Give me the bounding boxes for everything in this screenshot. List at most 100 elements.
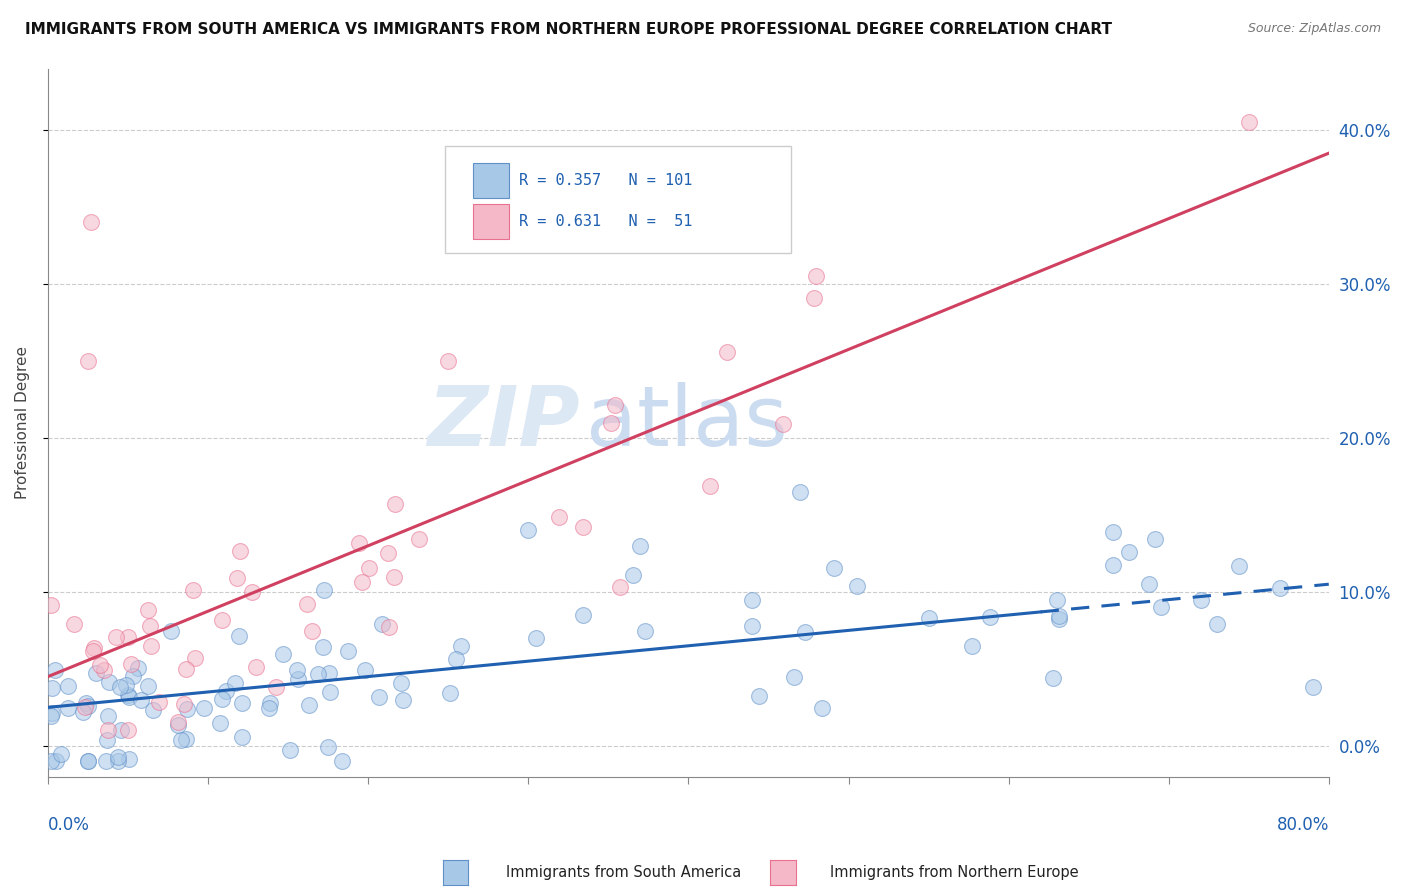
Point [962, 640, 984, 654]
Point [1118, 545, 1140, 559]
Point [231, 696, 253, 710]
Point [621, 568, 644, 582]
Y-axis label: Professional Degree: Professional Degree [15, 346, 30, 499]
Point [789, 484, 811, 499]
Point [89, 658, 111, 673]
Point [138, 603, 160, 617]
Point [181, 583, 204, 598]
Point [741, 619, 763, 633]
Point [63, 617, 86, 632]
Point [229, 544, 252, 558]
Point [437, 354, 460, 368]
Point [72, 706, 94, 720]
Point [307, 667, 329, 681]
Point [1189, 592, 1212, 607]
Point [45, 754, 67, 768]
Point [80, 215, 103, 229]
Point [108, 681, 131, 695]
Point [139, 619, 162, 633]
Point [139, 639, 162, 653]
Point [609, 581, 631, 595]
Point [176, 702, 198, 716]
Point [314, 583, 336, 598]
Point [245, 660, 267, 674]
Point [110, 723, 132, 738]
Point [917, 611, 939, 625]
Point [772, 417, 794, 431]
Text: Immigrants from Northern Europe: Immigrants from Northern Europe [830, 865, 1078, 880]
Point [160, 624, 183, 639]
Point [1150, 599, 1173, 614]
Point [97, 723, 120, 738]
Point [572, 520, 595, 534]
Point [83, 641, 105, 656]
Point [330, 754, 353, 768]
Point [1302, 681, 1324, 695]
Point [174, 662, 197, 676]
Point [174, 731, 197, 746]
Point [51, 747, 73, 762]
Point [336, 644, 359, 658]
Point [716, 344, 738, 359]
FancyBboxPatch shape [474, 162, 509, 198]
Point [350, 574, 373, 589]
Point [1046, 592, 1069, 607]
Text: 0.0%: 0.0% [48, 815, 90, 833]
Point [115, 677, 138, 691]
Point [319, 685, 342, 699]
Point [278, 743, 301, 757]
Text: Source: ZipAtlas.com: Source: ZipAtlas.com [1247, 22, 1381, 36]
Point [117, 631, 139, 645]
Point [1102, 524, 1125, 539]
Point [741, 592, 763, 607]
Point [845, 579, 868, 593]
Point [1268, 582, 1291, 596]
Point [1102, 558, 1125, 573]
Point [96, 733, 118, 747]
Point [285, 663, 308, 677]
Point [209, 716, 232, 731]
Point [148, 695, 170, 709]
Point [97, 709, 120, 723]
Point [1047, 608, 1070, 623]
Point [1143, 532, 1166, 546]
Point [295, 597, 318, 611]
Point [806, 269, 828, 284]
Point [1227, 558, 1250, 573]
Point [118, 690, 141, 704]
Point [823, 560, 845, 574]
Point [104, 631, 127, 645]
Point [56, 679, 79, 693]
Point [184, 650, 207, 665]
Point [783, 670, 806, 684]
Point [136, 680, 159, 694]
Point [77, 698, 100, 713]
Point [408, 533, 430, 547]
Point [378, 620, 401, 634]
Point [39, 599, 62, 613]
FancyBboxPatch shape [446, 146, 790, 252]
Point [316, 740, 339, 755]
Point [77, 354, 100, 368]
Point [127, 661, 149, 675]
Point [231, 731, 253, 745]
Point [117, 723, 139, 738]
Point [257, 701, 280, 715]
Point [318, 666, 340, 681]
Point [1047, 612, 1070, 626]
Point [41, 681, 63, 695]
Point [389, 676, 412, 690]
Point [301, 624, 323, 639]
Point [117, 688, 139, 702]
Point [371, 617, 394, 632]
Point [391, 693, 413, 707]
Text: IMMIGRANTS FROM SOUTH AMERICA VS IMMIGRANTS FROM NORTHERN EUROPE PROFESSIONAL DE: IMMIGRANTS FROM SOUTH AMERICA VS IMMIGRA… [25, 22, 1112, 37]
Point [170, 732, 193, 747]
Point [382, 570, 405, 584]
Point [794, 625, 817, 640]
Point [548, 510, 571, 524]
Point [1137, 577, 1160, 591]
Point [173, 697, 195, 711]
Point [224, 676, 246, 690]
Point [357, 561, 380, 575]
